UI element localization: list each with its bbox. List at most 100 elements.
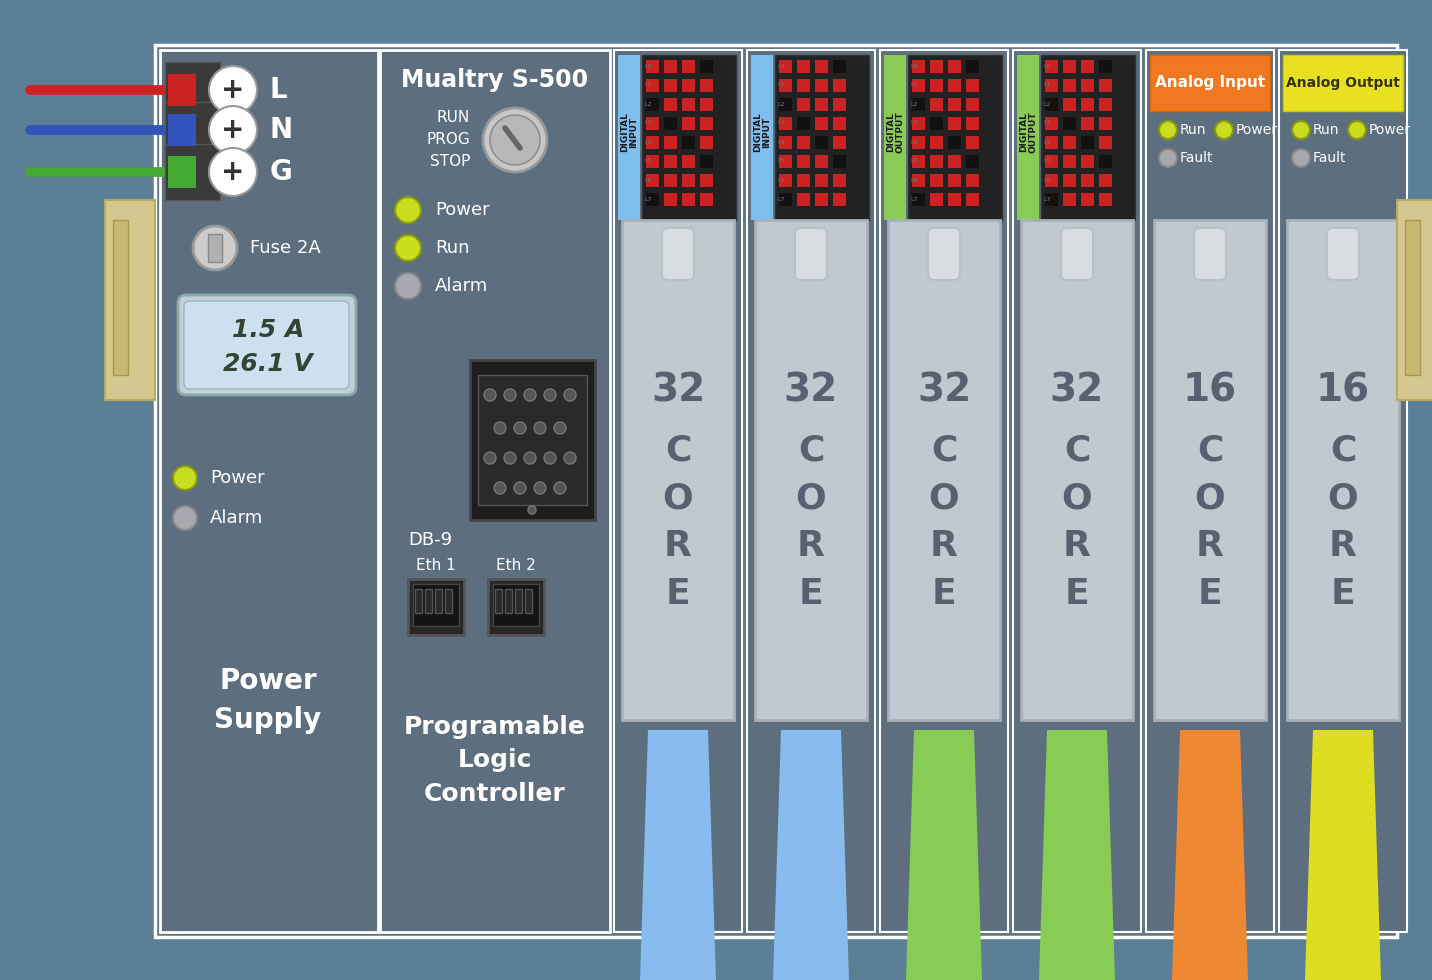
Circle shape bbox=[173, 466, 198, 490]
Text: Alarm: Alarm bbox=[435, 277, 488, 295]
Bar bbox=[912, 60, 925, 73]
Text: O: O bbox=[928, 481, 959, 515]
Text: RUN: RUN bbox=[437, 111, 470, 125]
Bar bbox=[912, 174, 925, 187]
Text: C: C bbox=[1064, 433, 1090, 467]
Bar bbox=[1098, 98, 1113, 111]
Bar bbox=[493, 584, 538, 626]
Circle shape bbox=[193, 226, 238, 270]
Bar bbox=[208, 234, 222, 262]
Bar bbox=[833, 117, 846, 130]
Circle shape bbox=[504, 452, 516, 464]
Text: G: G bbox=[271, 158, 292, 186]
Circle shape bbox=[1292, 149, 1310, 167]
Text: 26.1 V: 26.1 V bbox=[223, 352, 312, 376]
Bar bbox=[646, 98, 659, 111]
Bar bbox=[967, 174, 979, 187]
Text: 32: 32 bbox=[916, 371, 971, 409]
Bar bbox=[798, 136, 811, 149]
Text: L1: L1 bbox=[1042, 82, 1051, 87]
Bar bbox=[967, 98, 979, 111]
Text: L5: L5 bbox=[909, 159, 918, 164]
Bar bbox=[1041, 55, 1136, 220]
Text: Power: Power bbox=[211, 469, 265, 487]
Text: E: E bbox=[1197, 577, 1223, 611]
Bar bbox=[948, 155, 961, 168]
Bar bbox=[168, 114, 196, 146]
Bar bbox=[755, 220, 866, 720]
Text: L7: L7 bbox=[778, 197, 785, 202]
Bar bbox=[1045, 174, 1058, 187]
Bar bbox=[815, 117, 828, 130]
Bar bbox=[1081, 79, 1094, 92]
Bar bbox=[1098, 174, 1113, 187]
Bar bbox=[664, 136, 677, 149]
Polygon shape bbox=[1040, 730, 1116, 980]
Text: L0: L0 bbox=[1042, 64, 1051, 69]
Bar bbox=[929, 155, 944, 168]
Bar bbox=[664, 174, 677, 187]
Text: L6: L6 bbox=[1042, 177, 1051, 182]
Bar bbox=[967, 155, 979, 168]
Text: E: E bbox=[1330, 577, 1355, 611]
Bar bbox=[1063, 98, 1075, 111]
Text: DIGITAL
OUTPUT: DIGITAL OUTPUT bbox=[1018, 111, 1037, 153]
Polygon shape bbox=[1171, 730, 1249, 980]
Text: PROG: PROG bbox=[427, 132, 470, 148]
Circle shape bbox=[483, 108, 547, 172]
Bar bbox=[798, 60, 811, 73]
Text: Power: Power bbox=[435, 201, 490, 219]
Text: O: O bbox=[1194, 481, 1226, 515]
Bar bbox=[1045, 60, 1058, 73]
Text: O: O bbox=[1061, 481, 1093, 515]
Text: E: E bbox=[932, 577, 957, 611]
Text: DIGITAL
OUTPUT: DIGITAL OUTPUT bbox=[885, 111, 905, 153]
Circle shape bbox=[209, 148, 256, 196]
Bar bbox=[948, 117, 961, 130]
Bar bbox=[1045, 117, 1058, 130]
Text: R: R bbox=[1196, 529, 1224, 563]
Bar bbox=[488, 579, 544, 635]
Bar bbox=[815, 155, 828, 168]
Text: L0: L0 bbox=[778, 64, 785, 69]
Bar bbox=[833, 136, 846, 149]
Circle shape bbox=[554, 482, 566, 494]
Bar bbox=[912, 155, 925, 168]
Text: L4: L4 bbox=[909, 139, 918, 144]
Bar bbox=[105, 200, 155, 400]
Text: L4: L4 bbox=[644, 139, 652, 144]
Bar bbox=[967, 193, 979, 206]
Text: L2: L2 bbox=[1042, 102, 1051, 107]
Text: O: O bbox=[796, 481, 826, 515]
Bar bbox=[929, 193, 944, 206]
Text: L3: L3 bbox=[644, 121, 652, 125]
Text: Run: Run bbox=[435, 239, 470, 257]
Bar bbox=[815, 79, 828, 92]
Text: L5: L5 bbox=[1042, 159, 1051, 164]
Text: Alarm: Alarm bbox=[211, 509, 263, 527]
Bar bbox=[912, 117, 925, 130]
Bar bbox=[664, 79, 677, 92]
Bar bbox=[779, 79, 792, 92]
Text: L0: L0 bbox=[909, 64, 918, 69]
Text: C: C bbox=[1197, 433, 1223, 467]
Text: R: R bbox=[929, 529, 958, 563]
Bar bbox=[1098, 60, 1113, 73]
Bar bbox=[815, 136, 828, 149]
Bar bbox=[664, 193, 677, 206]
Text: 32: 32 bbox=[652, 371, 705, 409]
Bar bbox=[779, 98, 792, 111]
Bar bbox=[1154, 220, 1266, 720]
Bar bbox=[748, 50, 875, 932]
Bar bbox=[967, 117, 979, 130]
Bar bbox=[495, 589, 503, 613]
Bar bbox=[646, 136, 659, 149]
Text: O: O bbox=[1327, 481, 1359, 515]
Text: Analog Input: Analog Input bbox=[1156, 75, 1264, 90]
FancyBboxPatch shape bbox=[1327, 228, 1359, 280]
Bar bbox=[1081, 155, 1094, 168]
Bar bbox=[700, 136, 713, 149]
Bar bbox=[967, 79, 979, 92]
Bar bbox=[682, 193, 695, 206]
Bar bbox=[700, 60, 713, 73]
